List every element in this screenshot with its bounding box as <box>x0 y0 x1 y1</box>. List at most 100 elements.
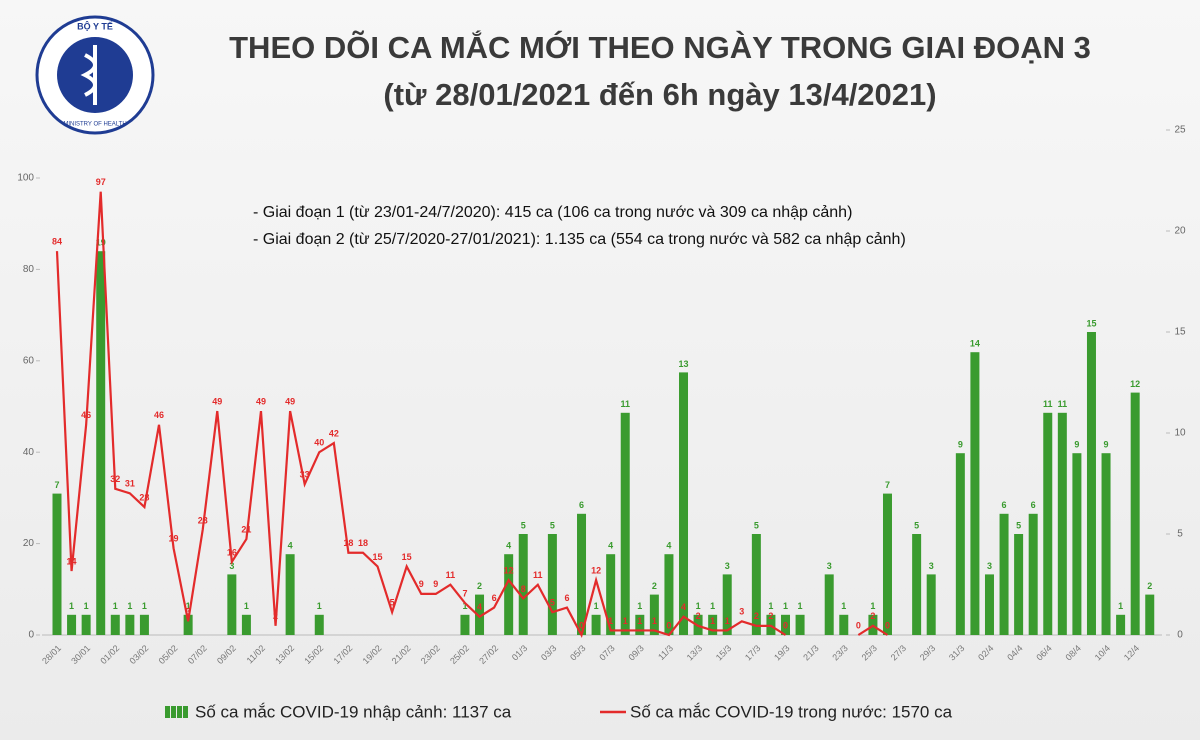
line-value-label: 7 <box>462 588 467 598</box>
bar <box>1072 453 1082 635</box>
bar <box>1101 453 1111 635</box>
y-tick-label: 20 <box>23 538 35 549</box>
line-value-label: 3 <box>739 607 744 617</box>
bar-value-label: 1 <box>1118 601 1123 611</box>
bar <box>970 352 980 635</box>
bar <box>183 614 193 635</box>
bar <box>984 574 994 635</box>
bar-value-label: 7 <box>54 480 59 490</box>
bar <box>52 493 62 635</box>
bar <box>67 614 77 635</box>
bar <box>504 554 514 635</box>
bar <box>606 554 616 635</box>
bar <box>679 372 689 635</box>
line-value-label: 46 <box>154 410 164 420</box>
line-value-label: 9 <box>419 579 424 589</box>
bar <box>1116 614 1126 635</box>
line-value-label: 31 <box>125 479 135 489</box>
legend-swatch <box>183 706 188 718</box>
bar <box>577 513 587 635</box>
line-value-label: 11 <box>446 570 456 580</box>
line-value-label: 0 <box>856 620 861 630</box>
bar <box>139 614 149 635</box>
bar-value-label: 1 <box>768 601 773 611</box>
line-value-label: 1 <box>608 616 613 626</box>
bar-value-label: 2 <box>477 581 482 591</box>
line-value-label: 18 <box>358 538 368 548</box>
line-value-label: 19 <box>169 534 179 544</box>
legend-label: Số ca mắc COVID-19 trong nước: 1570 ca <box>630 702 953 721</box>
bar-value-label: 11 <box>1043 399 1053 409</box>
line-value-label: 46 <box>81 410 91 420</box>
line-value-label: 15 <box>402 552 412 562</box>
bar <box>751 534 761 635</box>
line-value-label: 0 <box>666 620 671 630</box>
bar <box>635 614 645 635</box>
line-value-label: 5 <box>550 598 555 608</box>
line-value-label: 0 <box>885 620 890 630</box>
bar-value-label: 4 <box>506 541 511 551</box>
line-value-label: 49 <box>285 396 295 406</box>
bar-value-label: 6 <box>1002 500 1007 510</box>
bar <box>110 614 120 635</box>
line-value-label: 1 <box>637 616 642 626</box>
line-value-label: 15 <box>373 552 383 562</box>
line-value-label: 14 <box>67 556 77 566</box>
logo-text: MINISTRY OF HEALTH <box>63 122 126 128</box>
y2-tick-label: 0 <box>1177 630 1183 641</box>
y-tick-label: 60 <box>23 355 35 366</box>
bar <box>1043 412 1053 635</box>
bar <box>1130 392 1140 635</box>
y2-tick-label: 20 <box>1174 226 1186 237</box>
bar-value-label: 6 <box>1031 500 1036 510</box>
chart-subtitle: (từ 28/01/2021 đến 6h ngày 13/4/2021) <box>383 77 936 112</box>
annotation: - Giai đoạn 2 (từ 25/7/2020-27/01/2021):… <box>253 231 906 248</box>
bar <box>999 513 1009 635</box>
bar <box>460 614 470 635</box>
bar-value-label: 1 <box>870 601 875 611</box>
bar-value-label: 4 <box>288 541 293 551</box>
bar <box>475 594 485 635</box>
y-tick-label: 40 <box>23 447 35 458</box>
line-value-label: 0 <box>783 620 788 630</box>
bar-value-label: 13 <box>679 359 689 369</box>
y2-tick-label: 10 <box>1174 428 1186 439</box>
bar-value-label: 4 <box>608 541 613 551</box>
line-value-label: 1 <box>710 616 715 626</box>
bar <box>518 534 528 635</box>
bar-value-label: 1 <box>84 601 89 611</box>
line-value-label: 11 <box>533 570 543 580</box>
bar-value-label: 5 <box>1016 520 1021 530</box>
bar-value-label: 1 <box>69 601 74 611</box>
bar <box>227 574 237 635</box>
line-value-label: 84 <box>52 236 62 246</box>
bar-value-label: 1 <box>113 601 118 611</box>
line-value-label: 2 <box>696 611 701 621</box>
bar <box>664 554 674 635</box>
bar-value-label: 2 <box>652 581 657 591</box>
bar-value-label: 1 <box>127 601 132 611</box>
bar-value-label: 2 <box>1147 581 1152 591</box>
bar-value-label: 3 <box>929 561 934 571</box>
bar-value-label: 1 <box>783 601 788 611</box>
bar <box>955 453 965 635</box>
bar-value-label: 11 <box>1058 399 1068 409</box>
line-value-label: 28 <box>139 492 149 502</box>
bar-value-label: 5 <box>754 520 759 530</box>
bar <box>591 614 601 635</box>
bar <box>125 614 135 635</box>
line-value-label: 4 <box>477 602 482 612</box>
line <box>55 191 889 638</box>
line-value-label: 1 <box>623 616 628 626</box>
legend-swatch <box>165 706 170 718</box>
bar-value-label: 5 <box>550 520 555 530</box>
line-value-label: 12 <box>504 566 514 576</box>
bar <box>314 614 324 635</box>
bar-value-label: 1 <box>696 601 701 611</box>
line-value-label: 3 <box>186 607 191 617</box>
bar <box>824 574 834 635</box>
line-value-label: 32 <box>110 474 120 484</box>
y2-tick-label: 25 <box>1174 125 1186 136</box>
line-value-label: 0 <box>579 620 584 630</box>
